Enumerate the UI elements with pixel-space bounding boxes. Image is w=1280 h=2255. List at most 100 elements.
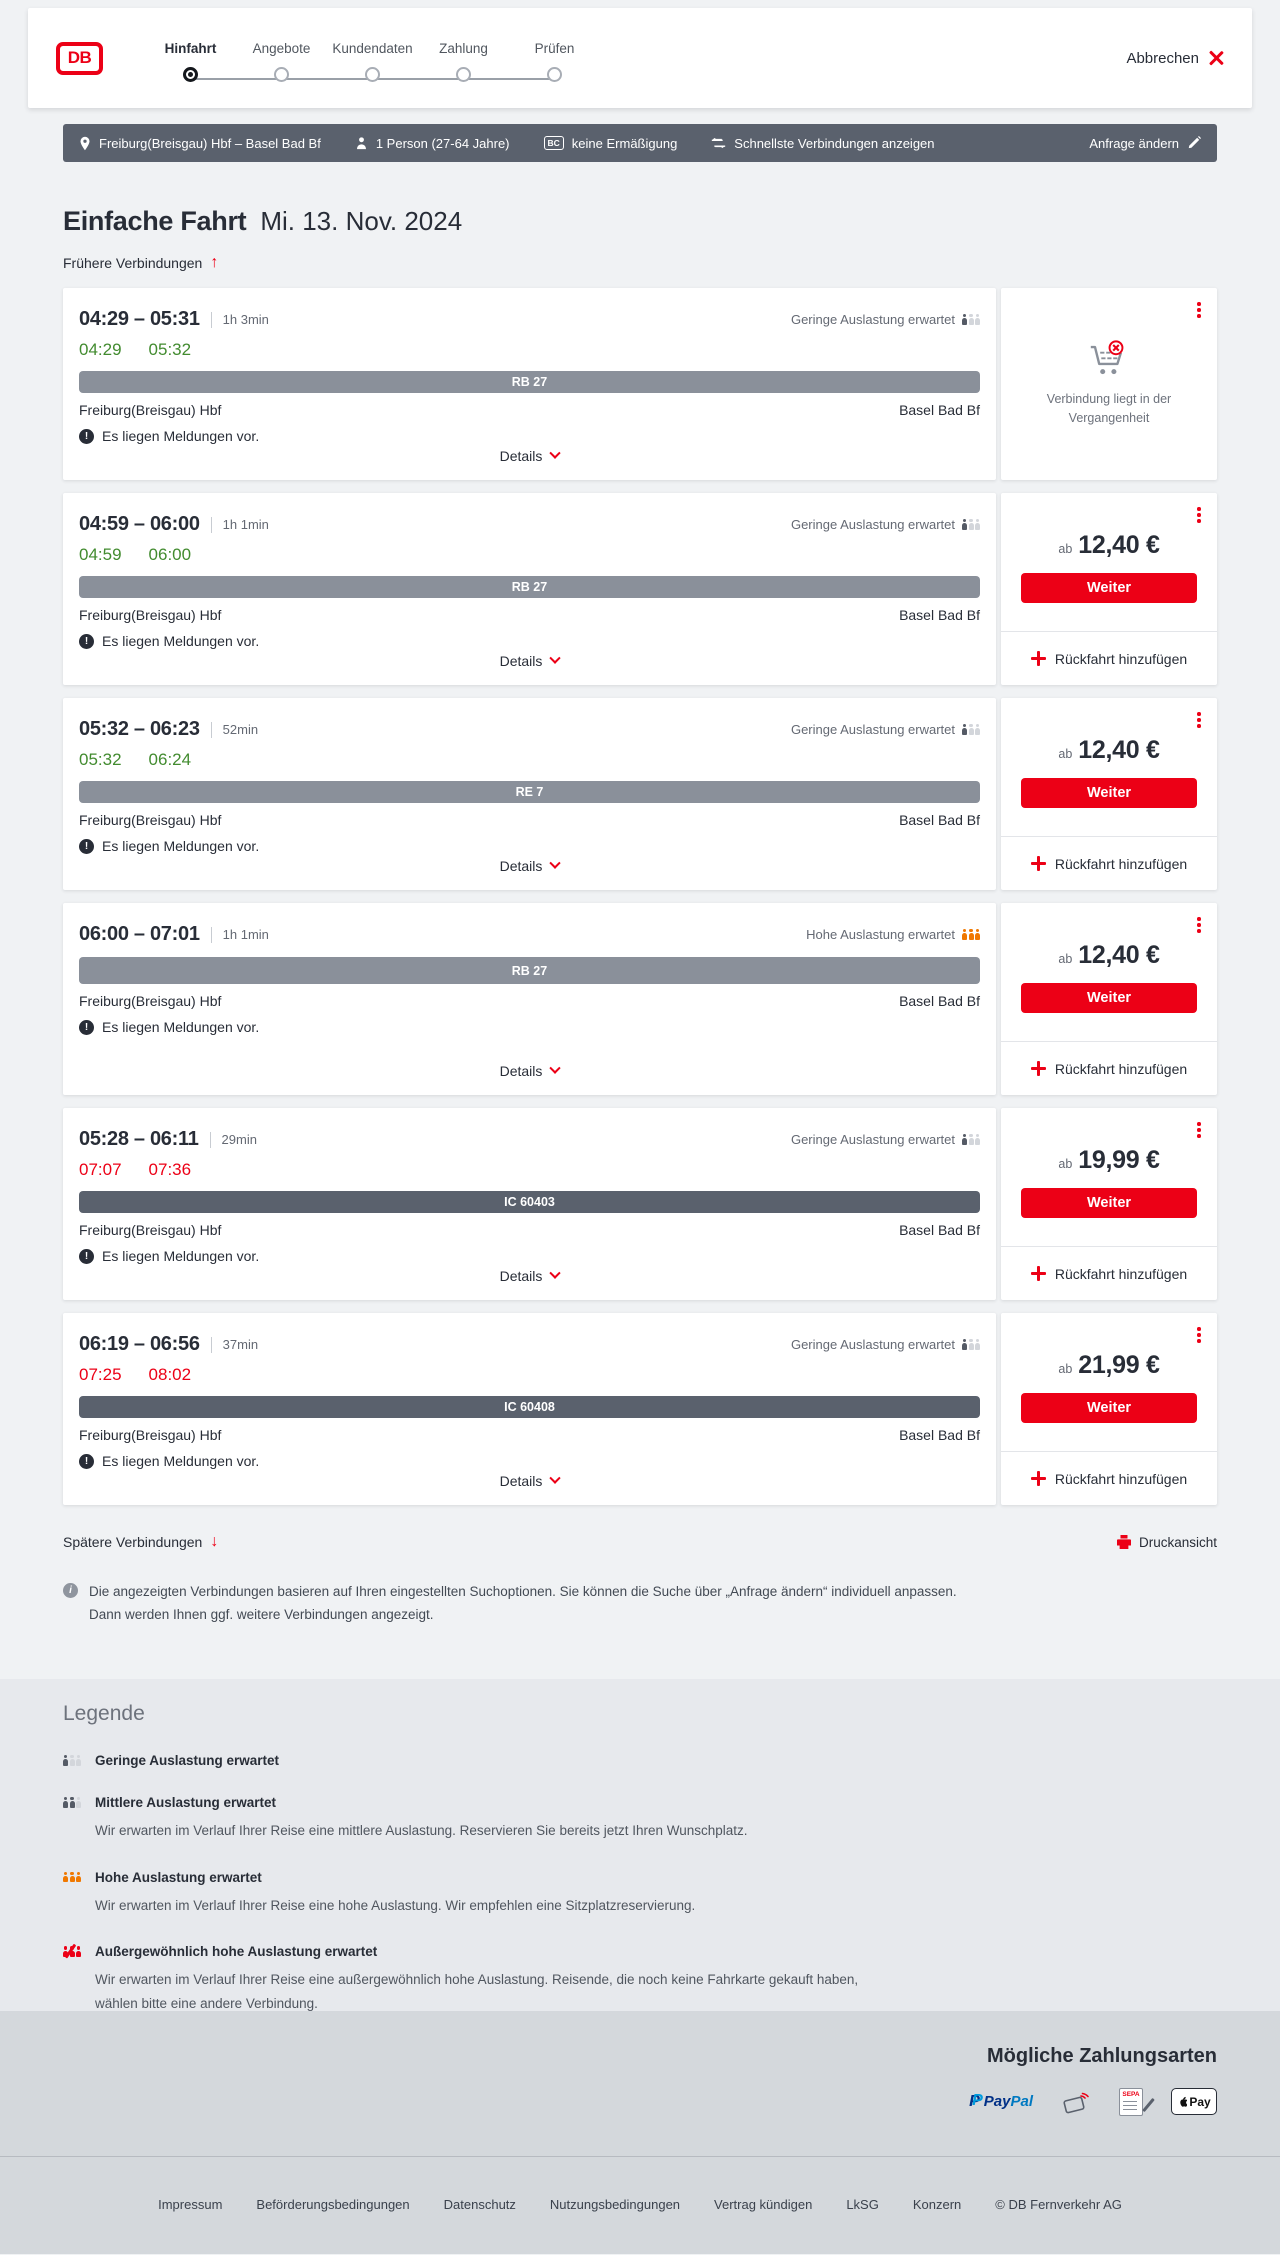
notice-text: Es liegen Meldungen vor. <box>102 1019 260 1035</box>
more-options-button[interactable] <box>1194 299 1204 321</box>
footer-link[interactable]: Nutzungsbedingungen <box>549 2196 681 2212</box>
legend-item-label: Hohe Auslastung erwartet <box>95 1869 262 1885</box>
actual-times: 04:29 05:32 <box>79 340 980 360</box>
details-button[interactable]: Details <box>496 444 564 468</box>
step-dot <box>365 66 380 82</box>
earlier-connections-button[interactable]: Frühere Verbindungen ↑ <box>63 254 219 271</box>
duration: 1h 1min <box>222 927 269 942</box>
page-footer: Impressum Beförderungsbedingungen Datensch… <box>0 2155 1280 2254</box>
plus-icon <box>1030 1471 1046 1486</box>
person-icon <box>356 137 366 150</box>
details-button[interactable]: Details <box>496 1059 564 1083</box>
weiter-button[interactable]: Weiter <box>1021 983 1197 1013</box>
destination-station: Basel Bad Bf <box>899 993 980 1009</box>
divider <box>210 311 212 328</box>
price-prefix: ab <box>1058 1157 1073 1171</box>
more-options-button[interactable] <box>1194 1119 1204 1141</box>
cart-crossed-icon <box>1090 340 1124 374</box>
later-connections-button[interactable]: Spätere Verbindungen ↓ <box>63 1533 219 1550</box>
details-button[interactable]: Details <box>496 649 564 673</box>
occupancy-label: Geringe Auslastung erwartet <box>790 1132 955 1147</box>
connection-list: 04:29 – 05:31 1h 3min Geringe Auslastung… <box>63 288 1217 1505</box>
alert-icon: ! <box>79 1248 94 1264</box>
chevron-down-icon <box>549 1267 562 1279</box>
actual-times: 05:32 06:24 <box>79 750 980 770</box>
price-prefix: ab <box>1058 542 1073 556</box>
edit-request-button[interactable]: Anfrage ändern <box>1089 136 1201 151</box>
progress-step: Prüfen <box>509 41 600 82</box>
footer-link[interactable]: Impressum <box>158 2196 223 2212</box>
add-return-button[interactable]: Rückfahrt hinzufügen <box>1030 1061 1187 1077</box>
arrow-up-icon: ↑ <box>210 254 219 271</box>
actual-times: 07:07 07:36 <box>79 1160 980 1180</box>
time-range: 04:29 – 05:31 <box>79 308 200 330</box>
train-line-bar: RB 27 <box>79 371 980 393</box>
divider <box>210 516 212 533</box>
legend-section: Legende Geringe Auslastung erwartet Mitt… <box>0 1678 1280 2011</box>
occupancy-icon <box>962 724 980 735</box>
pencil-icon <box>1188 136 1201 149</box>
more-options-button[interactable] <box>1194 709 1204 731</box>
legend-item: Geringe Auslastung erwartet <box>63 1753 1217 1768</box>
alert-icon: ! <box>79 633 94 649</box>
add-return-button[interactable]: Rückfahrt hinzufügen <box>1030 856 1187 872</box>
close-icon <box>1208 50 1224 66</box>
time-range: 05:32 – 06:23 <box>79 718 200 740</box>
contactless-card-icon <box>1063 2092 1089 2114</box>
step-label: Angebote <box>252 40 311 56</box>
connection-card: 05:32 – 06:23 52min Geringe Auslastung e… <box>63 698 1217 890</box>
duration: 1h 1min <box>222 517 269 532</box>
occupancy-icon <box>962 929 980 940</box>
more-options-button[interactable] <box>1194 504 1204 526</box>
plus-icon <box>1030 1266 1046 1281</box>
bahncard-icon: BC <box>543 136 564 150</box>
origin-station: Freiburg(Breisgau) Hbf <box>79 812 222 828</box>
details-button[interactable]: Details <box>496 1469 564 1493</box>
actual-departure: 04:29 <box>79 340 122 359</box>
footer-link[interactable]: Datenschutz <box>443 2196 516 2212</box>
divider <box>210 926 212 943</box>
weiter-button[interactable]: Weiter <box>1021 1393 1197 1423</box>
train-line-bar: RE 7 <box>79 781 980 803</box>
duration: 52min <box>222 722 259 737</box>
add-return-button[interactable]: Rückfahrt hinzufügen <box>1030 651 1187 667</box>
progress-steps: Hinfahrt Angebote Kundendaten Zahlung Pr… <box>145 41 600 82</box>
travel-date: Mi. 13. Nov. 2024 <box>260 206 463 236</box>
price: 12,40 € <box>1078 531 1160 559</box>
details-button[interactable]: Details <box>496 854 564 878</box>
time-range: 04:59 – 06:00 <box>79 513 200 535</box>
footer-link[interactable]: Konzern <box>912 2196 962 2212</box>
footer-link[interactable]: Beförderungsbedingungen <box>256 2196 410 2212</box>
occupancy-icon <box>63 1754 83 1766</box>
cancel-button[interactable]: Abbrechen <box>1126 50 1224 67</box>
more-options-button[interactable] <box>1194 914 1204 936</box>
step-label: Zahlung <box>439 40 488 56</box>
weiter-button[interactable]: Weiter <box>1021 778 1197 808</box>
sepa-icon: SEPA <box>1119 2087 1155 2116</box>
footer-links: Impressum Beförderungsbedingungen Datensch… <box>0 2157 1280 2212</box>
details-button[interactable]: Details <box>496 1264 564 1288</box>
info-text: Die angezeigten Verbindungen basieren au… <box>89 1584 957 1622</box>
add-return-button[interactable]: Rückfahrt hinzufügen <box>1030 1471 1187 1487</box>
alert-icon: ! <box>79 1019 94 1035</box>
notice-text: Es liegen Meldungen vor. <box>102 1453 260 1469</box>
add-return-button[interactable]: Rückfahrt hinzufügen <box>1030 1266 1187 1282</box>
actual-departure: 07:07 <box>79 1160 122 1179</box>
notice-text: Es liegen Meldungen vor. <box>102 838 260 854</box>
discount-summary: BC keine Ermäßigung <box>543 136 677 151</box>
chevron-down-icon <box>549 447 562 459</box>
weiter-button[interactable]: Weiter <box>1021 573 1197 603</box>
more-options-button[interactable] <box>1194 1324 1204 1346</box>
print-view-button[interactable]: Druckansicht <box>1116 1535 1217 1550</box>
search-summary-bar: Freiburg(Breisgau) Hbf – Basel Bad Bf 1 … <box>63 124 1217 162</box>
cancel-label: Abbrechen <box>1126 49 1199 67</box>
footer-link[interactable]: Vertrag kündigen <box>714 2196 813 2212</box>
alert-icon: ! <box>79 428 94 444</box>
connection-card: 06:00 – 07:01 1h 1min Hohe Auslastung er… <box>63 903 1217 1095</box>
step-label: Prüfen <box>534 40 575 56</box>
destination-station: Basel Bad Bf <box>899 402 980 418</box>
weiter-button[interactable]: Weiter <box>1021 1188 1197 1218</box>
destination-station: Basel Bad Bf <box>899 812 980 828</box>
footer-link[interactable]: LkSG <box>846 2196 879 2212</box>
